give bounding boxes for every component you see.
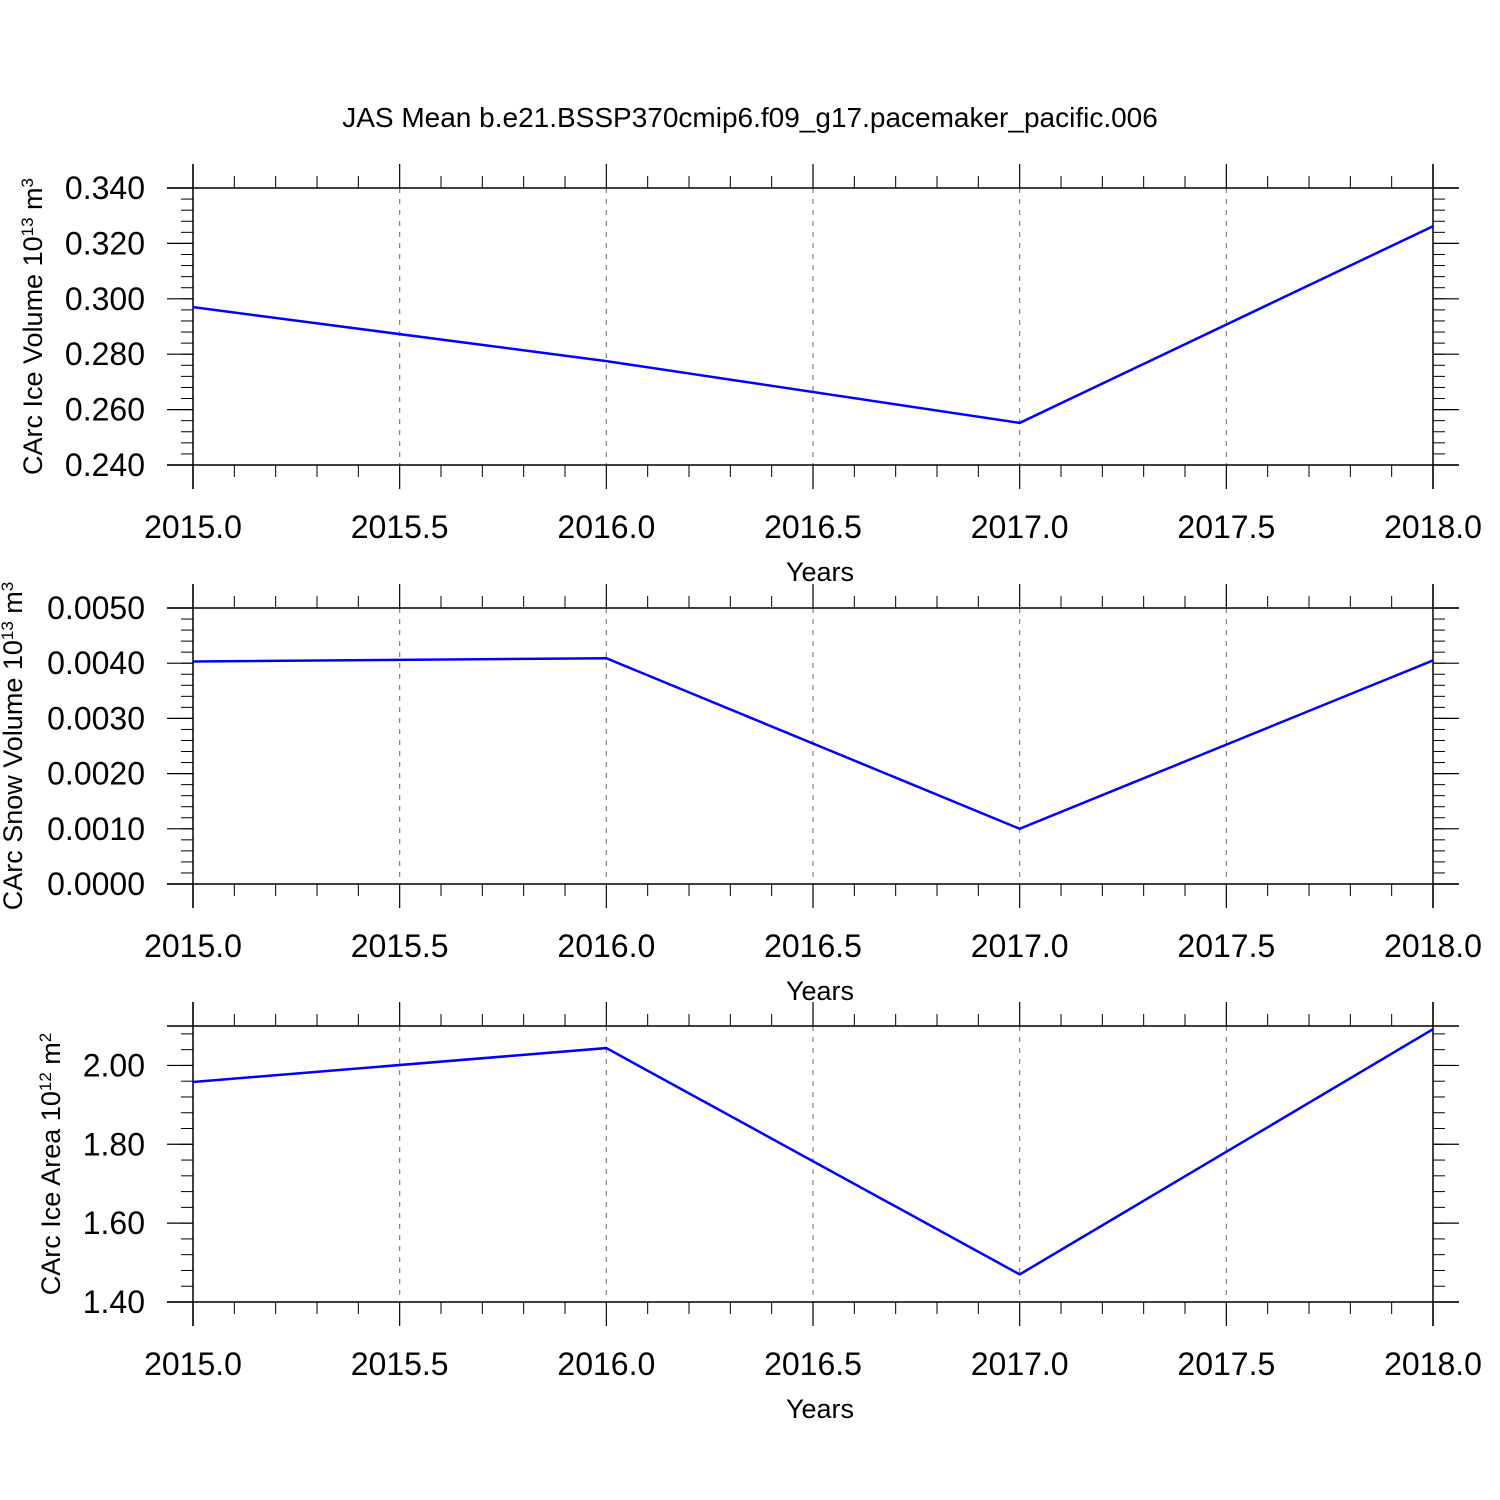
y-tick-label: 0.0000 (47, 866, 145, 902)
y-axis-title: CArc Snow Volume 1013 m3 (0, 582, 28, 911)
y-tick-label: 1.80 (83, 1126, 145, 1162)
x-tick-label: 2015.0 (144, 509, 242, 545)
y-tick-label: 0.0030 (47, 700, 145, 736)
y-tick-label: 0.0050 (47, 590, 145, 626)
chart-panel-1: 2015.0 2015.5 2016.0 2016.5 2017.0 2017.5 2018… (18, 164, 1482, 587)
y-tick-label: 1.60 (83, 1205, 145, 1241)
x-tick-label: 2016.5 (764, 928, 862, 964)
y-tick-label: 0.340 (65, 170, 145, 206)
x-tick-label: 2017.5 (1177, 928, 1275, 964)
series-line (192, 225, 1434, 425)
x-tick-label: 2017.5 (1177, 509, 1275, 545)
y-tick-label: 0.240 (65, 447, 145, 483)
x-axis-title: Years (786, 976, 854, 1006)
y-tick-label: 0.0020 (47, 756, 145, 792)
x-tick-label: 2018.0 (1384, 509, 1482, 545)
series-line (192, 656, 1434, 831)
figure-title: JAS Mean b.e21.BSSP370cmip6.f09_g17.pace… (342, 102, 1158, 133)
x-tick-label: 2016.5 (764, 509, 862, 545)
chart-panel-2: 2015.0 2015.5 2016.0 2016.5 2017.0 2017.5 2018… (0, 582, 1482, 1006)
x-tick-label: 2015.5 (351, 509, 449, 545)
x-tick-label: 2015.5 (351, 928, 449, 964)
x-tick-label: 2017.0 (971, 928, 1069, 964)
x-tick-label: 2018.0 (1384, 928, 1482, 964)
y-tick-label: 0.260 (65, 392, 145, 428)
x-tick-label: 2017.0 (971, 1346, 1069, 1382)
x-axis-title: Years (786, 1394, 854, 1424)
x-tick-label: 2016.0 (557, 928, 655, 964)
x-tick-label: 2018.0 (1384, 1346, 1482, 1382)
x-tick-label: 2015.0 (144, 1346, 242, 1382)
x-tick-label: 2017.0 (971, 509, 1069, 545)
chart-panels: 2015.0 2015.5 2016.0 2016.5 2017.0 2017.5 2018… (0, 164, 1482, 1424)
y-tick-label: 0.0040 (47, 645, 145, 681)
x-tick-label: 2015.5 (351, 1346, 449, 1382)
y-axis-title: CArc Ice Area 1012 m2 (36, 1033, 67, 1296)
x-tick-label: 2016.5 (764, 1346, 862, 1382)
x-axis-title: Years (786, 557, 854, 587)
y-tick-label: 1.40 (83, 1284, 145, 1320)
x-tick-label: 2017.5 (1177, 1346, 1275, 1382)
chart-panel-3: 2015.0 2015.5 2016.0 2016.5 2017.0 2017.5 2018… (36, 1002, 1482, 1424)
series-line (192, 1028, 1434, 1276)
y-tick-label: 2.00 (83, 1047, 145, 1083)
x-tick-label: 2015.0 (144, 928, 242, 964)
x-tick-label: 2016.0 (557, 1346, 655, 1382)
y-tick-label: 0.300 (65, 281, 145, 317)
x-tick-label: 2016.0 (557, 509, 655, 545)
y-tick-label: 0.280 (65, 336, 145, 372)
y-tick-label: 0.0010 (47, 811, 145, 847)
y-tick-label: 0.320 (65, 225, 145, 261)
y-axis-title: CArc Ice Volume 1013 m3 (18, 178, 49, 475)
